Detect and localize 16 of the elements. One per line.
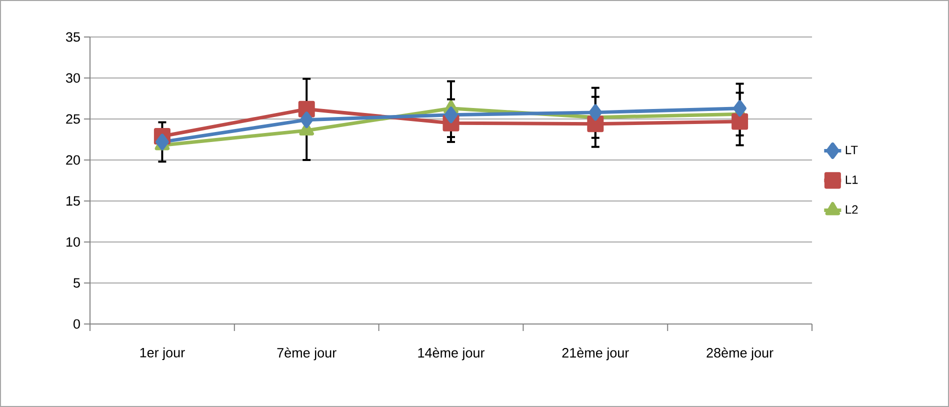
y-tick-label: 0 bbox=[74, 319, 80, 329]
x-tick-label: 1er jour bbox=[140, 348, 185, 360]
y-tick-label: 25 bbox=[66, 114, 80, 124]
x-tick-label: 28ème jour bbox=[706, 348, 774, 360]
y-tick-label: 5 bbox=[74, 278, 80, 288]
x-tick-label: 14ème jour bbox=[418, 348, 485, 360]
legend-label: L1 bbox=[846, 176, 858, 184]
y-tick-label: 10 bbox=[66, 237, 80, 247]
y-tick-label: 30 bbox=[66, 73, 80, 83]
y-tick-label: 15 bbox=[66, 196, 80, 206]
x-tick-label: 21ème jour bbox=[562, 348, 629, 360]
y-tick-label: 20 bbox=[66, 155, 80, 165]
legend-label: L2 bbox=[846, 205, 858, 214]
y-tick-label: 35 bbox=[66, 32, 80, 42]
legend-label: LT bbox=[846, 146, 858, 154]
x-tick-label: 7ème jour bbox=[277, 348, 336, 360]
